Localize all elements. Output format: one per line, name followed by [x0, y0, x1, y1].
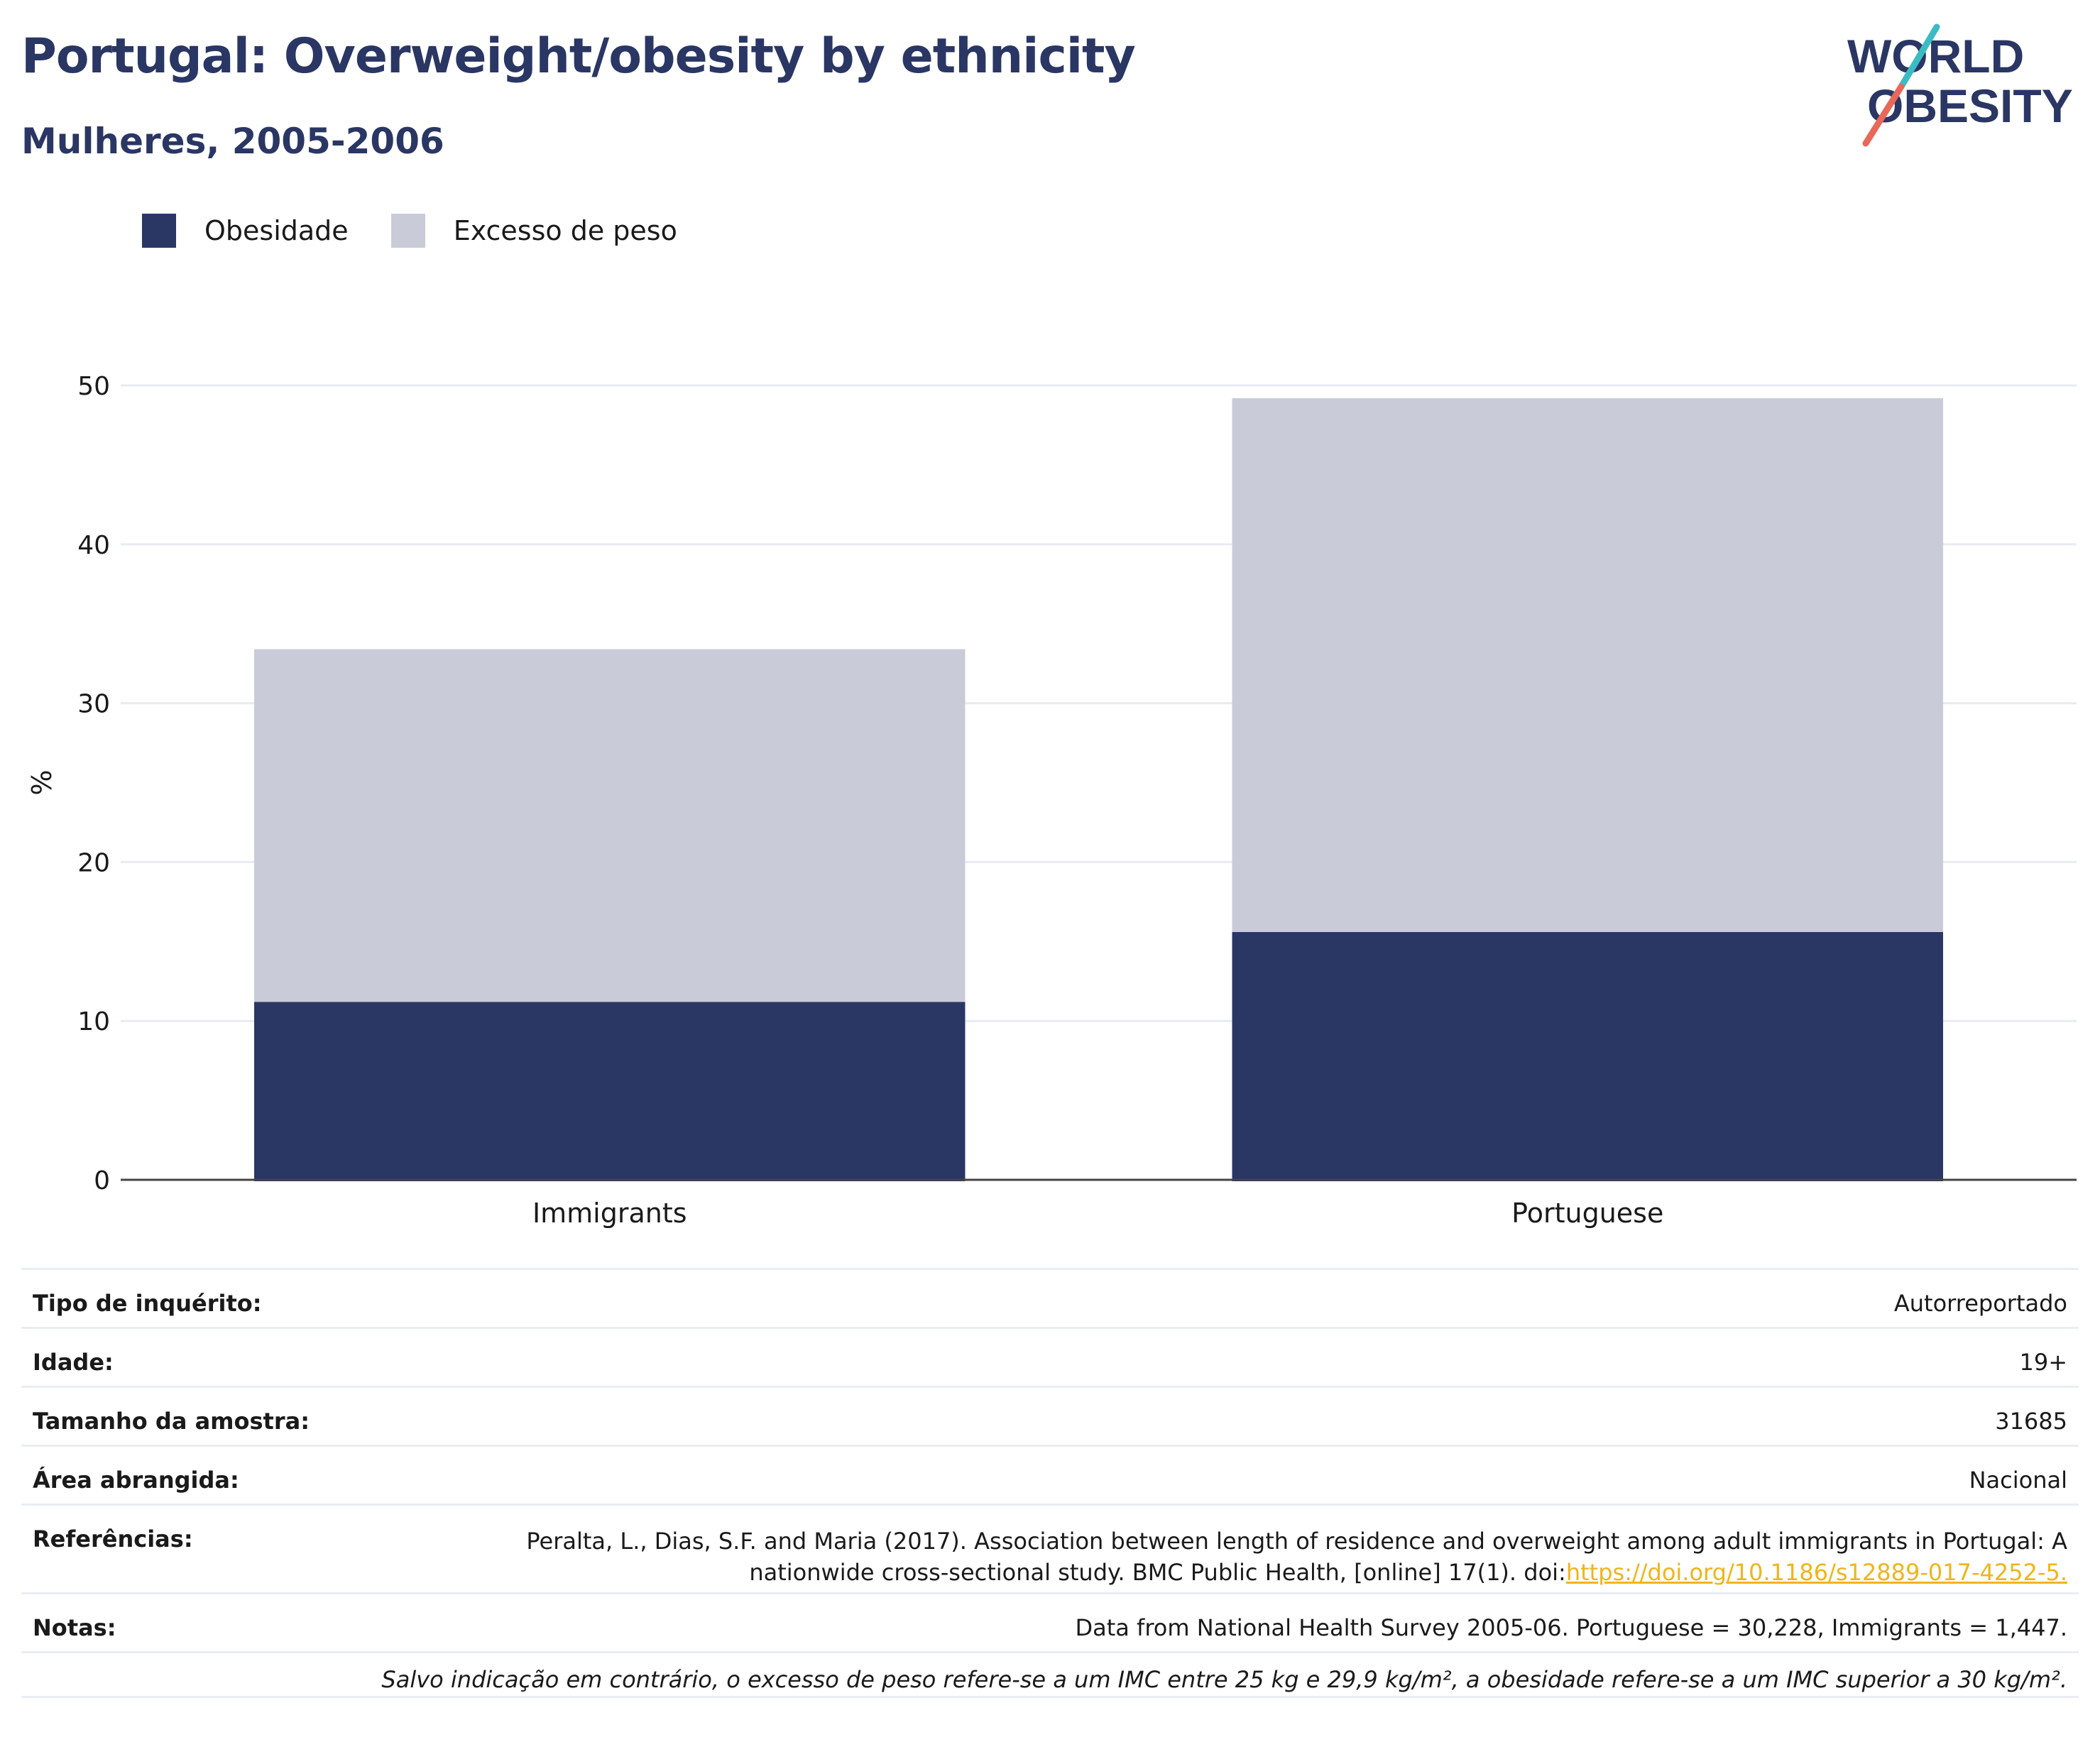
- references-text: Peralta, L., Dias, S.F. and Maria (2017)…: [526, 1526, 2067, 1588]
- info-label: Tamanho da amostra:: [33, 1408, 310, 1435]
- info-value: 19+: [2019, 1349, 2067, 1376]
- y-tick-label: 40: [77, 531, 110, 560]
- legend-item-overweight[interactable]: Excesso de peso: [390, 214, 677, 248]
- info-value: Data from National Health Survey 2005-06…: [1075, 1614, 2067, 1641]
- info-label: Tipo de inquérito:: [33, 1290, 262, 1317]
- bar-segment-obesity: [1232, 931, 1943, 1181]
- y-tick-label: 30: [77, 690, 110, 719]
- x-tick-label: Immigrants: [532, 1198, 687, 1229]
- reference-line-2: nationwide cross-sectional study. BMC Pu…: [526, 1557, 2067, 1588]
- info-value: 31685: [1995, 1408, 2067, 1435]
- info-row-sample-size: Tamanho da amostra: 31685: [21, 1386, 2079, 1445]
- chart-legend: Obesidade Excesso de peso: [142, 209, 720, 252]
- legend-swatch-obesity: [142, 214, 176, 248]
- x-tick-label: Portuguese: [1511, 1198, 1663, 1229]
- info-label: Referências:: [33, 1526, 193, 1552]
- info-table: Tipo de inquérito: Autorreportado Idade:…: [21, 1268, 2079, 1698]
- logo-slash-teal: [1898, 23, 1940, 90]
- bar-segment-obesity: [254, 1002, 966, 1181]
- info-label: Área abrangida:: [33, 1467, 239, 1494]
- stacked-bar-chart: 0 10 20 30 40 50% Immigrants Portuguese: [26, 372, 2077, 1229]
- doi-link[interactable]: https://doi.org/10.1186/s12889-017-4252-…: [1565, 1559, 2067, 1586]
- reference-line-1: Peralta, L., Dias, S.F. and Maria (2017)…: [526, 1528, 2067, 1555]
- y-tick-label: 10: [77, 1007, 110, 1036]
- info-label: Idade:: [33, 1349, 114, 1376]
- world-obesity-logo: WORLD OBESITY: [1847, 23, 2073, 147]
- info-row-references: Referências: Peralta, L., Dias, S.F. and…: [21, 1504, 2079, 1592]
- y-tick-label: 0: [94, 1166, 110, 1195]
- y-axis-title: %: [26, 770, 58, 795]
- page-subtitle: Mulheres, 2005-2006: [21, 121, 444, 162]
- page-title: Portugal: Overweight/obesity by ethnicit…: [21, 28, 1136, 84]
- bmi-footnote: Salvo indicação em contrário, o excesso …: [21, 1651, 2079, 1698]
- info-value: Nacional: [1969, 1467, 2067, 1494]
- legend-item-obesity[interactable]: Obesidade: [142, 214, 349, 248]
- info-row-survey-type: Tipo de inquérito: Autorreportado: [21, 1268, 2079, 1327]
- y-tick-label: 20: [77, 848, 110, 877]
- legend-label-obesity: Obesidade: [204, 215, 349, 246]
- info-row-notes: Notas: Data from National Health Survey …: [21, 1592, 2079, 1651]
- info-row-area: Área abrangida: Nacional: [21, 1445, 2079, 1504]
- info-row-age: Idade: 19+: [21, 1327, 2079, 1386]
- info-value: Autorreportado: [1893, 1290, 2067, 1317]
- reference-line-2-text: nationwide cross-sectional study. BMC Pu…: [749, 1559, 1566, 1586]
- bar-segment-overweight: [254, 649, 966, 1002]
- y-tick-label: 50: [77, 372, 110, 401]
- info-label: Notas:: [33, 1614, 116, 1641]
- logo-word-world: WORLD: [1847, 30, 2024, 82]
- logo-slash-red: [1862, 83, 1905, 147]
- legend-swatch-overweight: [390, 214, 425, 248]
- bar-segment-overweight: [1232, 398, 1943, 932]
- legend-label-overweight: Excesso de peso: [453, 215, 677, 246]
